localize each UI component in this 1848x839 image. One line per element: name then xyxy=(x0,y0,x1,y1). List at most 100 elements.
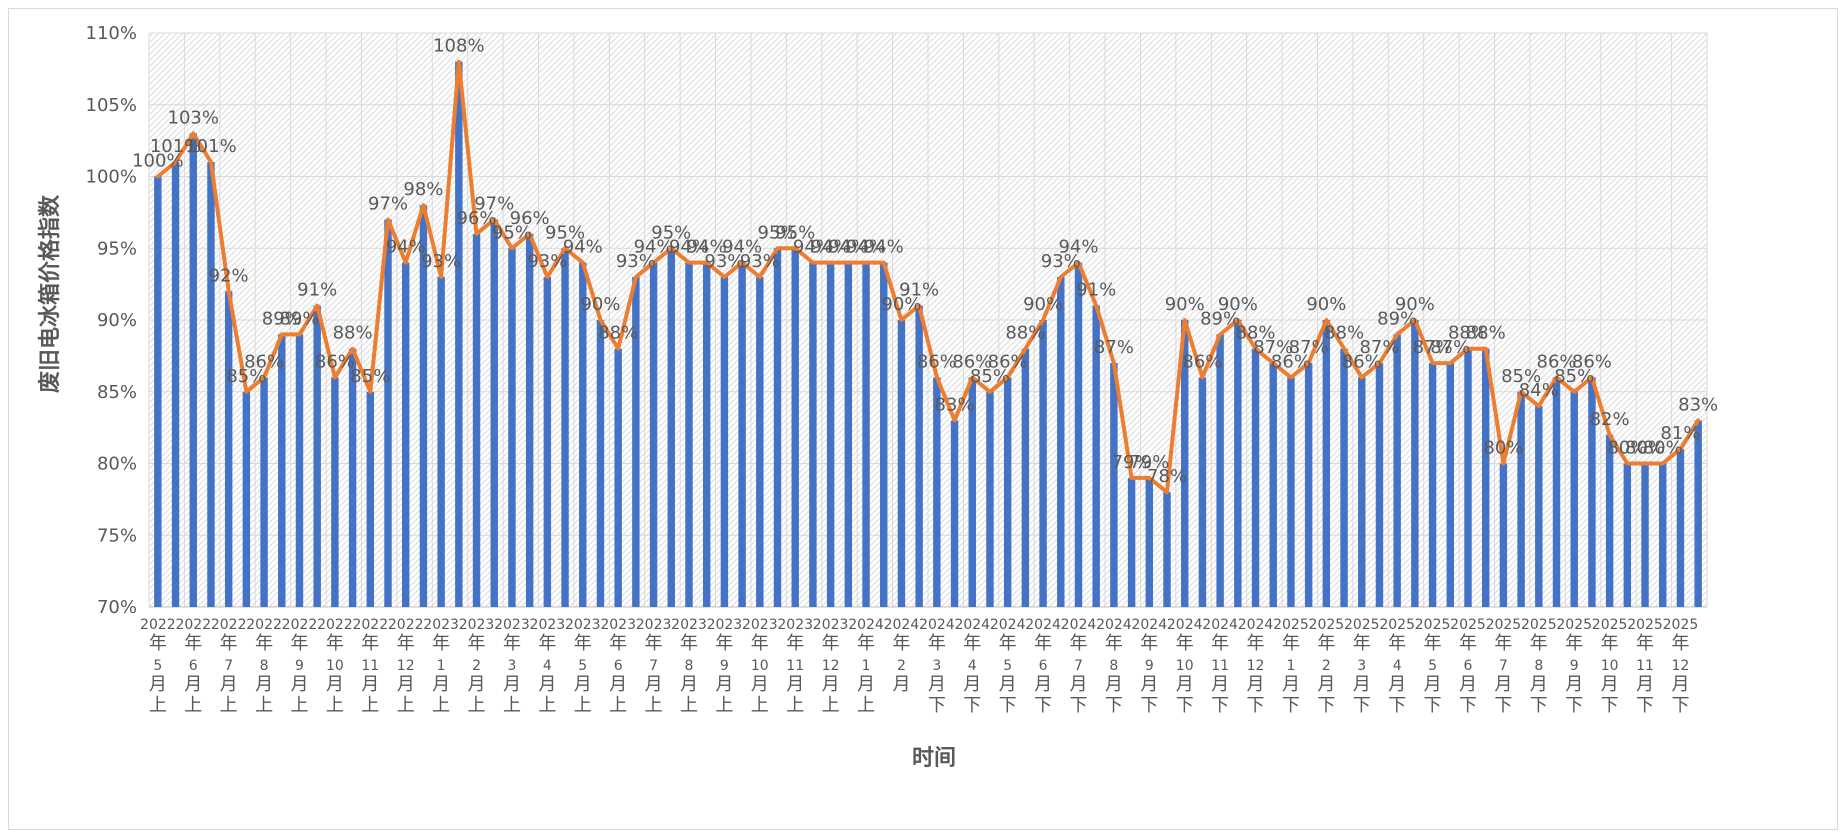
data-label: 90% xyxy=(580,294,620,315)
x-tick-label-part: 年 xyxy=(1140,633,1158,654)
data-label: 93% xyxy=(704,251,744,272)
y-tick-label: 80% xyxy=(97,454,137,475)
bar xyxy=(242,391,251,607)
x-tick-label-part: 2024 xyxy=(954,617,990,633)
x-tick-label-part: 3 xyxy=(932,658,941,674)
bar xyxy=(1003,377,1012,607)
x-tick-label: 2024 年 10 月下 xyxy=(1167,617,1203,716)
x-tick-label-part: 月 xyxy=(468,674,486,695)
bar xyxy=(1623,463,1632,607)
x-axis-title: 时间 xyxy=(912,746,956,771)
x-tick-label-part: 月 xyxy=(1530,674,1548,695)
x-tick-label-part: 2023 xyxy=(600,617,636,633)
y-tick-label: 85% xyxy=(97,382,137,403)
data-label: 88% xyxy=(1466,323,1506,344)
x-tick-label-part: 9 xyxy=(720,658,729,674)
data-label: 79% xyxy=(1129,452,1169,473)
data-label: 101% xyxy=(150,136,201,157)
x-tick-label-part: 年 xyxy=(1565,633,1583,654)
data-label: 94% xyxy=(634,237,674,258)
x-tick-label-part: 7 xyxy=(649,658,658,674)
x-tick-label-part: 2023 xyxy=(742,617,778,633)
data-label: 93% xyxy=(1041,251,1081,272)
x-tick-label-part: 9 xyxy=(295,658,304,674)
data-label: 87% xyxy=(1413,337,1453,358)
data-label: 90% xyxy=(1306,294,1346,315)
x-tick-label-part: 2024 xyxy=(884,617,920,633)
x-tick-label-part: 2024 xyxy=(1167,617,1203,633)
x-tick-label-part: 6 xyxy=(1039,658,1048,674)
x-tick-label-part: 5 xyxy=(578,658,587,674)
x-tick-label-part: 月 xyxy=(928,674,946,695)
x-tick-label-part: 月 xyxy=(1069,674,1087,695)
bar xyxy=(1605,434,1614,607)
bar xyxy=(1641,463,1649,607)
x-tick-label-part: 上 xyxy=(822,695,840,716)
x-tick-label: 2024 年 8 月下 xyxy=(1096,617,1132,716)
x-tick-label-part: 8 xyxy=(1534,658,1543,674)
bar xyxy=(632,276,640,607)
x-tick-label-part: 上 xyxy=(290,695,308,716)
bar xyxy=(313,305,321,607)
x-tick-label-part: 2025 xyxy=(1663,617,1699,633)
data-label: 85% xyxy=(350,366,390,387)
x-tick-label-part: 上 xyxy=(468,695,486,716)
x-tick-label: 2024 年 1 月上 xyxy=(848,617,884,716)
x-tick-label-part: 年 xyxy=(609,633,627,654)
bar-series xyxy=(154,61,1702,608)
data-label: 84% xyxy=(1519,380,1559,401)
x-tick-label-part: 下 xyxy=(1565,695,1583,716)
bar xyxy=(1481,348,1490,607)
data-label: 95% xyxy=(492,222,532,243)
x-tick-label-part: 2025 xyxy=(1521,617,1557,633)
x-tick-label: 2025 年 6 月下 xyxy=(1450,617,1486,716)
bar xyxy=(1145,477,1154,607)
x-tick-label-part: 2022 xyxy=(388,617,424,633)
x-tick-label-part: 年 xyxy=(1424,633,1442,654)
data-label: 80% xyxy=(1607,438,1647,459)
data-label: 90% xyxy=(1395,294,1435,315)
x-tick-label-part: 年 xyxy=(397,633,415,654)
x-tick-label: 2023 年 9 月上 xyxy=(707,617,743,716)
x-tick-label-part: 年 xyxy=(715,633,733,654)
x-tick-label-part: 月 xyxy=(220,674,238,695)
x-tick-label-part: 4 xyxy=(968,658,977,674)
x-tick-label-part: 5 xyxy=(1003,658,1012,674)
x-tick-label-part: 上 xyxy=(538,695,556,716)
x-tick-label: 2023 年 7 月上 xyxy=(636,617,672,716)
x-tick-label-part: 年 xyxy=(1176,633,1194,654)
x-tick-label-part: 年 xyxy=(1034,633,1052,654)
x-tick-label-part: 10 xyxy=(1601,658,1619,674)
data-label: 87% xyxy=(1094,337,1134,358)
x-tick-label-part: 月 xyxy=(1105,674,1123,695)
bar xyxy=(490,219,498,608)
data-label: 91% xyxy=(297,280,337,301)
y-tick-label: 90% xyxy=(97,310,137,331)
data-label: 91% xyxy=(1076,280,1116,301)
x-tick-label-part: 6 xyxy=(614,658,623,674)
data-label: 101% xyxy=(185,136,236,157)
y-tick-label: 105% xyxy=(86,95,137,116)
x-tick-label-part: 月 xyxy=(1317,674,1335,695)
x-tick-label-part: 下 xyxy=(1494,695,1512,716)
bar xyxy=(384,219,392,608)
x-tick-label-part: 年 xyxy=(1530,633,1548,654)
x-tick-label: 2024 年 7 月下 xyxy=(1061,617,1097,716)
x-tick-label-part: 上 xyxy=(220,695,238,716)
x-tick-label-part: 2 xyxy=(897,658,906,674)
x-tick-label-part: 下 xyxy=(1211,695,1229,716)
bar xyxy=(472,233,481,607)
x-tick-label-part: 月 xyxy=(1388,674,1406,695)
data-label: 91% xyxy=(899,280,939,301)
x-tick-label-part: 下 xyxy=(963,695,981,716)
data-label: 97% xyxy=(474,194,514,215)
bar xyxy=(189,133,197,607)
bar xyxy=(596,320,605,607)
data-label: 79% xyxy=(1112,452,1152,473)
data-label: 86% xyxy=(1537,351,1577,372)
bar xyxy=(154,176,162,607)
data-label: 93% xyxy=(527,251,567,272)
data-label: 87% xyxy=(1289,337,1329,358)
data-label: 86% xyxy=(1182,351,1222,372)
data-label: 82% xyxy=(1590,409,1630,430)
